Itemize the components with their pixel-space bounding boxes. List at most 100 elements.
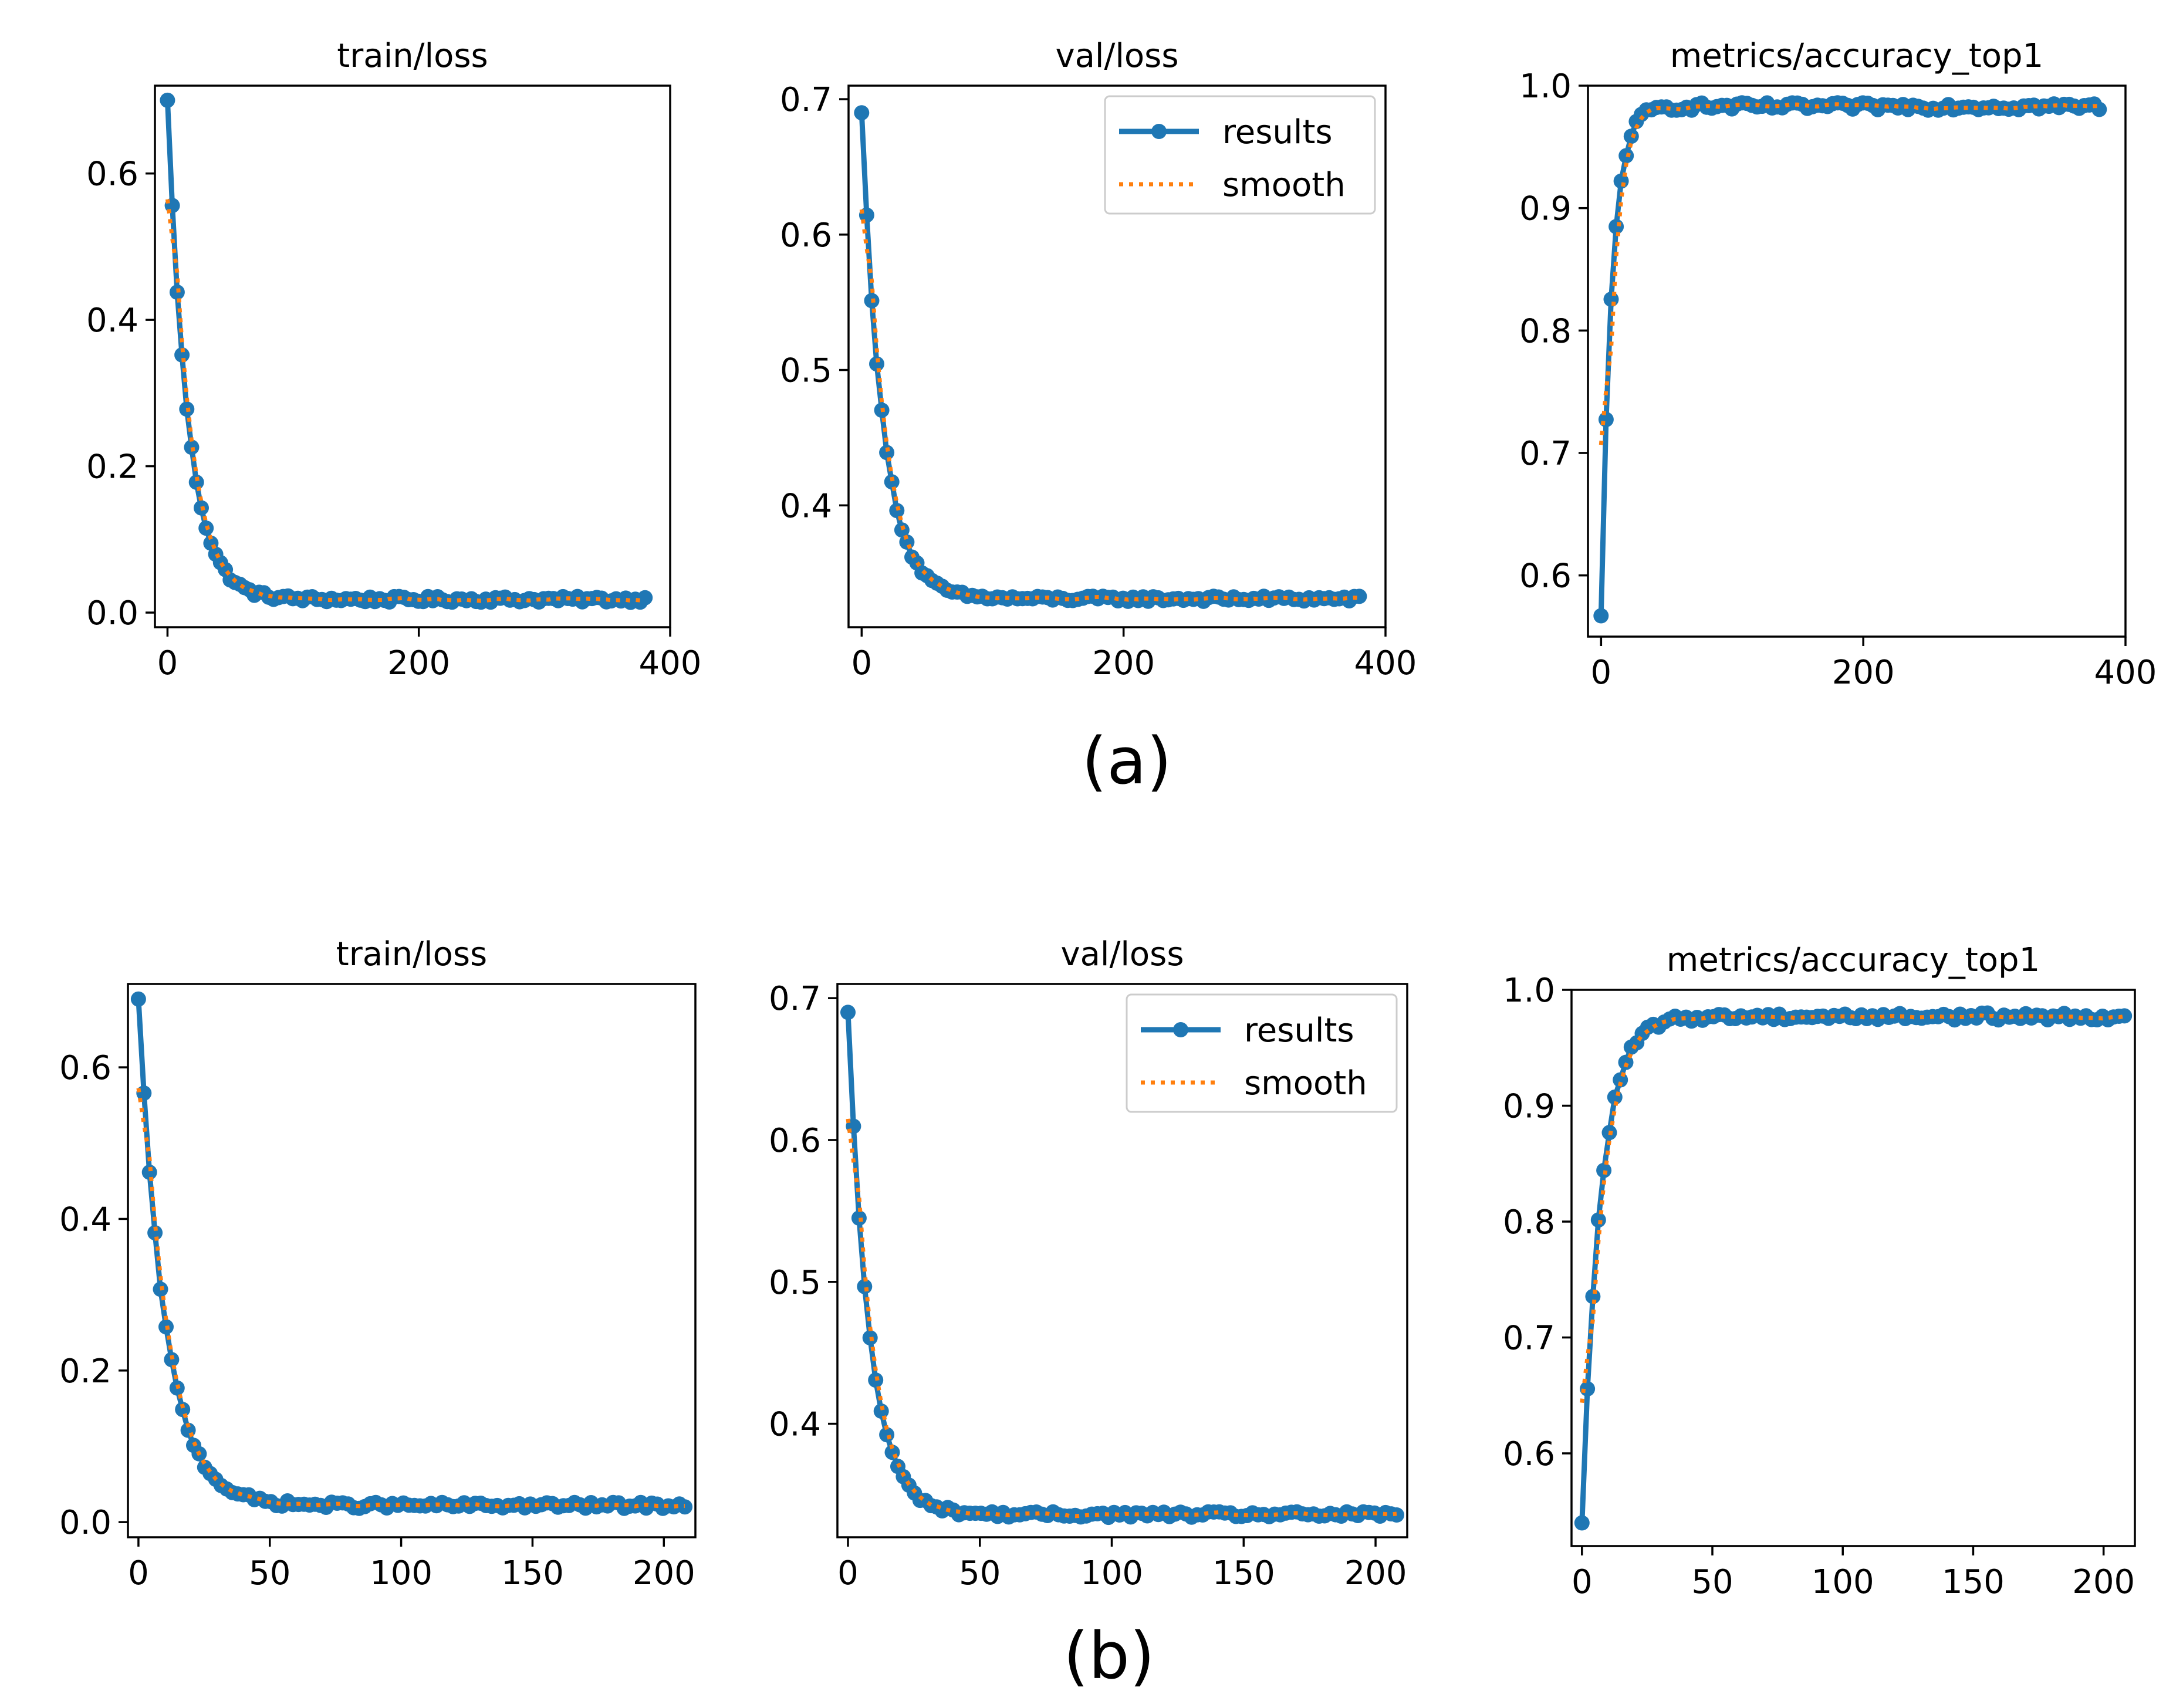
results-point (141, 1164, 157, 1180)
axes-frame (847, 84, 1387, 628)
results-point (869, 356, 884, 372)
smooth-line (859, 209, 1360, 602)
chart-b-train-loss: train/loss 0 50 100 150 200 0.0 0.2 0.4 0.6 (59, 935, 697, 1592)
y-tick-label: 0.2 (59, 1352, 111, 1391)
legend-results-marker (1151, 124, 1167, 139)
y-tick-label: 0.7 (1519, 435, 1572, 473)
smooth-line (136, 1088, 685, 1509)
y-tick-label: 0.8 (1519, 312, 1572, 350)
results-point (188, 474, 204, 490)
legend-smooth-label: smooth (1222, 166, 1346, 204)
y-tick-label: 0.6 (59, 1049, 111, 1087)
y-tick-label: 0.0 (86, 594, 138, 633)
legend-smooth-label: smooth (1244, 1064, 1367, 1102)
y-tick-label: 1.0 (1503, 972, 1555, 1010)
x-tick-label: 100 (1812, 1563, 1874, 1601)
axes-frame (1570, 989, 2136, 1547)
row-label-a: (a) (1082, 723, 1171, 799)
y-tick-label: 0.6 (769, 1122, 821, 1160)
x-tick-label: 400 (2094, 654, 2157, 692)
results-point (1351, 589, 1367, 604)
x-tick-label: 0 (837, 1554, 859, 1592)
row-label-b: (b) (1063, 1618, 1155, 1693)
y-tick-label: 0.5 (769, 1264, 821, 1302)
y-tick-label: 0.7 (769, 980, 821, 1018)
x-tick-label: 150 (1212, 1554, 1275, 1592)
y-tick-label: 0.4 (59, 1200, 111, 1239)
axes-frame (127, 983, 697, 1538)
legend: results smooth (1104, 95, 1376, 215)
x-tick-label: 0 (1591, 654, 1612, 692)
x-tick-label: 200 (633, 1554, 695, 1592)
results-point (1603, 292, 1619, 307)
chart-b-val-loss: val/loss 0 50 100 150 200 0.4 0.5 0.6 0.7 results s… (769, 935, 1408, 1592)
chart-title: metrics/accuracy_top1 (1667, 941, 2040, 979)
chart-a-accuracy-top1: metrics/accuracy_top1 0 200 400 0.6 0.7 0.8 0.9… (1519, 37, 2157, 692)
x-tick-label: 50 (249, 1554, 290, 1592)
results-point (637, 590, 653, 606)
axes-frame (154, 84, 671, 628)
x-tick-label: 0 (157, 644, 178, 682)
y-tick-label: 0.6 (780, 217, 832, 255)
chart-a-train-loss: train/loss 0 200 400 0.0 0.2 0.4 0.6 (86, 37, 702, 682)
x-tick-label: 400 (1354, 644, 1417, 682)
results-point (1608, 219, 1624, 235)
x-tick-label: 200 (1832, 654, 1895, 692)
y-tick-label: 1.0 (1519, 67, 1572, 106)
x-tick-label: 100 (370, 1554, 432, 1592)
x-tick-label: 200 (1344, 1554, 1407, 1592)
results-point (873, 1403, 889, 1419)
chart-title: train/loss (337, 37, 488, 75)
chart-a-val-loss: val/loss 0 200 400 0.4 0.5 0.6 0.7 results smooth (780, 37, 1417, 682)
results-point (1618, 1054, 1634, 1070)
y-tick-label: 0.2 (86, 448, 138, 486)
chart-title: metrics/accuracy_top1 (1670, 37, 2043, 75)
y-tick-label: 0.7 (1503, 1320, 1555, 1358)
y-tick-label: 0.6 (1503, 1435, 1555, 1473)
results-point (879, 445, 895, 461)
results-point (854, 105, 870, 121)
results-point (174, 347, 190, 363)
y-tick-label: 0.4 (86, 302, 138, 340)
smooth-line (1599, 102, 2100, 445)
axes-frame (1587, 84, 2127, 638)
y-tick-label: 0.0 (59, 1504, 111, 1542)
x-tick-label: 0 (128, 1554, 149, 1592)
legend-results-marker (1173, 1022, 1188, 1037)
x-tick-label: 150 (501, 1554, 564, 1592)
results-point (164, 1352, 180, 1368)
legend-results-label: results (1244, 1012, 1354, 1050)
results-point (184, 439, 200, 455)
x-tick-label: 0 (1572, 1563, 1593, 1601)
x-tick-label: 50 (959, 1554, 1001, 1592)
y-tick-label: 0.9 (1519, 190, 1572, 228)
results-point (884, 474, 900, 490)
y-tick-label: 0.4 (780, 487, 832, 525)
x-tick-label: 400 (639, 644, 702, 682)
y-tick-label: 0.6 (86, 155, 138, 194)
y-tick-label: 0.5 (780, 352, 832, 390)
y-tick-label: 0.8 (1503, 1203, 1555, 1242)
axes-frame (836, 983, 1408, 1538)
legend-results-label: results (1222, 113, 1333, 151)
chart-title: train/loss (336, 935, 487, 973)
x-tick-label: 50 (1691, 1563, 1733, 1601)
y-tick-label: 0.4 (769, 1406, 821, 1444)
x-tick-label: 200 (1092, 644, 1155, 682)
x-tick-label: 200 (387, 644, 450, 682)
y-tick-label: 0.9 (1503, 1088, 1555, 1126)
smooth-line (1580, 1013, 2125, 1403)
y-tick-label: 0.6 (1519, 557, 1572, 596)
results-point (1574, 1515, 1590, 1531)
chart-b-accuracy-top1: metrics/accuracy_top1 0 50 100 150 200 0.6 0.7 0… (1503, 941, 2136, 1601)
chart-title: val/loss (1055, 37, 1178, 75)
results-point (130, 991, 146, 1007)
x-tick-label: 200 (2072, 1563, 2135, 1601)
chart-title: val/loss (1060, 935, 1184, 973)
x-tick-label: 150 (1942, 1563, 2005, 1601)
smooth-line (846, 1118, 1397, 1518)
results-point (147, 1225, 163, 1241)
results-point (840, 1004, 856, 1020)
results-point (1598, 412, 1614, 427)
